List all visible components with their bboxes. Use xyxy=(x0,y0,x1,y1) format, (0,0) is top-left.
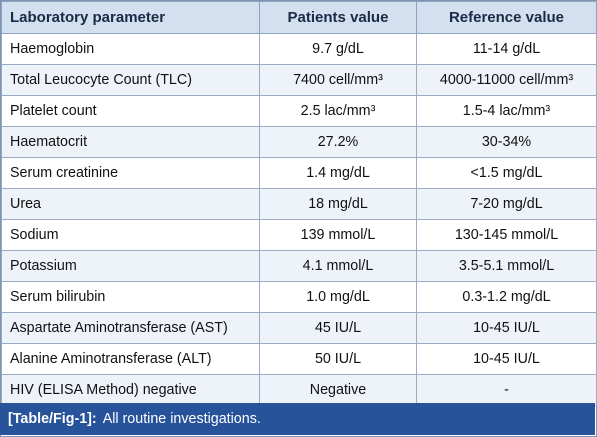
reference-value-cell: <1.5 mg/dL xyxy=(416,157,597,189)
patient-value-cell: 45 IU/L xyxy=(259,312,417,344)
table-row: Platelet count 2.5 lac/mm³ 1.5-4 lac/mm³ xyxy=(1,95,597,127)
header-reference-value: Reference value xyxy=(416,1,597,34)
reference-value-cell: 10-45 IU/L xyxy=(416,312,597,344)
parameter-cell: Haemoglobin xyxy=(1,33,260,65)
table-row: Sodium 139 mmol/L 130-145 mmol/L xyxy=(1,219,597,251)
table-row: Urea 18 mg/dL 7-20 mg/dL xyxy=(1,188,597,220)
table-row: Haematocrit 27.2% 30-34% xyxy=(1,126,597,158)
parameter-cell: HIV (ELISA Method) negative xyxy=(1,374,260,406)
parameter-cell: Potassium xyxy=(1,250,260,282)
patient-value-cell: 18 mg/dL xyxy=(259,188,417,220)
parameter-cell: Platelet count xyxy=(1,95,260,127)
parameter-cell: Total Leucocyte Count (TLC) xyxy=(1,64,260,96)
patient-value-cell: 9.7 g/dL xyxy=(259,33,417,65)
reference-value-cell: 0.3-1.2 mg/dL xyxy=(416,281,597,313)
reference-value-cell: 30-34% xyxy=(416,126,597,158)
parameter-cell: Serum creatinine xyxy=(1,157,260,189)
caption-text: All routine investigations. xyxy=(102,411,261,427)
table-row: Serum creatinine 1.4 mg/dL <1.5 mg/dL xyxy=(1,157,597,189)
parameter-cell: Urea xyxy=(1,188,260,220)
patient-value-cell: 139 mmol/L xyxy=(259,219,417,251)
table-row: Alanine Aminotransferase (ALT) 50 IU/L 1… xyxy=(1,343,597,375)
table-row: Aspartate Aminotransferase (AST) 45 IU/L… xyxy=(1,312,597,344)
table-row: Haemoglobin 9.7 g/dL 11-14 g/dL xyxy=(1,33,597,65)
patient-value-cell: 4.1 mmol/L xyxy=(259,250,417,282)
patient-value-cell: 27.2% xyxy=(259,126,417,158)
parameter-cell: Alanine Aminotransferase (ALT) xyxy=(1,343,260,375)
parameter-cell: Serum bilirubin xyxy=(1,281,260,313)
patient-value-cell: 50 IU/L xyxy=(259,343,417,375)
reference-value-cell: 130-145 mmol/L xyxy=(416,219,597,251)
patient-value-cell: Negative xyxy=(259,374,417,406)
table-row: Total Leucocyte Count (TLC) 7400 cell/mm… xyxy=(1,64,597,96)
header-patients-value: Patients value xyxy=(259,1,417,34)
reference-value-cell: 4000-11000 cell/mm³ xyxy=(416,64,597,96)
patient-value-cell: 2.5 lac/mm³ xyxy=(259,95,417,127)
reference-value-cell: 3.5-5.1 mmol/L xyxy=(416,250,597,282)
table-row: Potassium 4.1 mmol/L 3.5-5.1 mmol/L xyxy=(1,250,597,282)
table-row: Serum bilirubin 1.0 mg/dL 0.3-1.2 mg/dL xyxy=(1,281,597,313)
parameter-cell: Aspartate Aminotransferase (AST) xyxy=(1,312,260,344)
parameter-cell: Sodium xyxy=(1,219,260,251)
header-laboratory-parameter: Laboratory parameter xyxy=(1,1,260,34)
patient-value-cell: 7400 cell/mm³ xyxy=(259,64,417,96)
reference-value-cell: 10-45 IU/L xyxy=(416,343,597,375)
reference-value-cell: 11-14 g/dL xyxy=(416,33,597,65)
lab-results-table: Laboratory parameter Patients value Refe… xyxy=(1,1,597,406)
header-row: Laboratory parameter Patients value Refe… xyxy=(1,1,597,34)
parameter-cell: Haematocrit xyxy=(1,126,260,158)
patient-value-cell: 1.4 mg/dL xyxy=(259,157,417,189)
patient-value-cell: 1.0 mg/dL xyxy=(259,281,417,313)
caption-label: [Table/Fig-1]: xyxy=(8,411,97,427)
table-row: HIV (ELISA Method) negative Negative - xyxy=(1,374,597,406)
reference-value-cell: 1.5-4 lac/mm³ xyxy=(416,95,597,127)
figure-caption: [Table/Fig-1]: All routine investigation… xyxy=(0,403,595,435)
reference-value-cell: 7-20 mg/dL xyxy=(416,188,597,220)
reference-value-cell: - xyxy=(416,374,597,406)
